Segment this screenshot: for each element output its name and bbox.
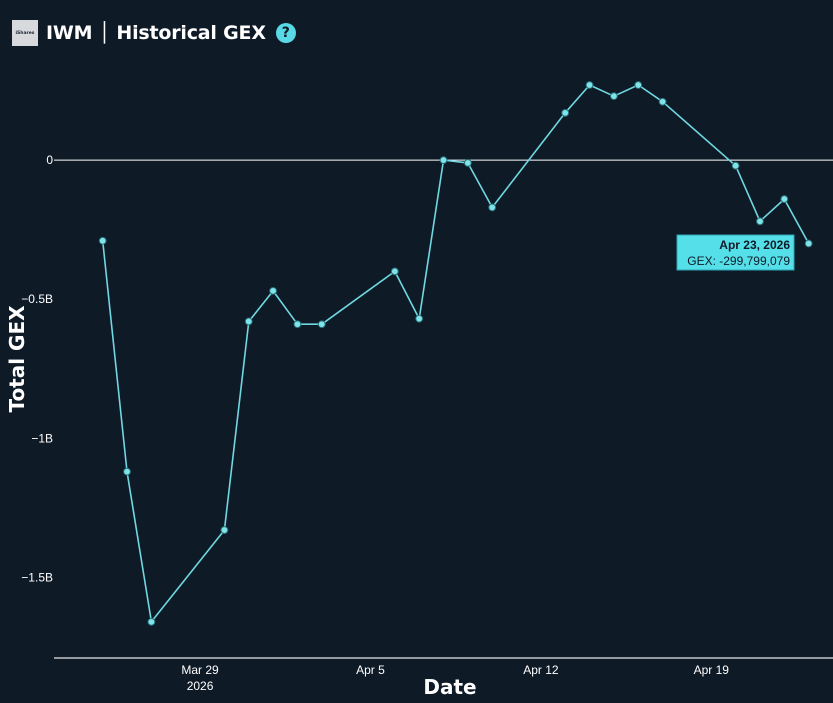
y-tick-label: −1.5B	[21, 570, 53, 584]
data-point[interactable]	[415, 314, 424, 323]
data-point[interactable]	[293, 320, 302, 329]
tooltip-date: Apr 23, 2026	[719, 238, 790, 252]
y-tick-label: −1B	[31, 431, 53, 445]
data-point[interactable]	[269, 286, 277, 295]
data-point[interactable]	[98, 236, 107, 245]
chart-title: IWM │ Historical GEX	[46, 22, 266, 44]
data-point[interactable]	[634, 81, 643, 89]
tooltip-value: GEX: -299,799,079	[687, 254, 790, 268]
data-point[interactable]	[488, 203, 497, 212]
data-point[interactable]	[756, 217, 764, 226]
y-axis-title: Total GEX	[5, 305, 29, 413]
y-tick-label: −0.5B	[21, 292, 53, 306]
data-point[interactable]	[561, 108, 570, 117]
data-point[interactable]	[439, 156, 448, 165]
x-tick-label: Apr 12	[523, 663, 559, 677]
y-tick-label: 0	[46, 153, 53, 167]
chart-header: iShares IWM │ Historical GEX ?	[12, 18, 296, 48]
x-axis-title: Date	[423, 675, 476, 699]
x-tick-sublabel: 2026	[187, 679, 214, 693]
x-tick-label: Apr 19	[694, 663, 730, 677]
x-tick-label: Apr 5	[356, 663, 385, 677]
x-tick-label: Mar 29	[181, 663, 219, 677]
data-point[interactable]	[780, 195, 789, 203]
data-point[interactable]	[658, 97, 667, 106]
data-point[interactable]	[390, 267, 399, 276]
series-line	[101, 84, 810, 623]
logo-text: iShares	[15, 30, 35, 36]
hover-tooltip	[676, 234, 795, 271]
data-point[interactable]	[244, 317, 253, 326]
help-icon[interactable]: ?	[275, 23, 296, 43]
data-point[interactable]	[317, 320, 326, 329]
data-point[interactable]	[585, 81, 594, 89]
data-point[interactable]	[610, 92, 618, 101]
data-point[interactable]	[804, 239, 813, 248]
data-point[interactable]	[220, 526, 229, 534]
data-point[interactable]	[147, 617, 156, 626]
data-point[interactable]	[731, 161, 740, 170]
data-point[interactable]	[463, 159, 472, 167]
ishares-logo: iShares	[12, 20, 38, 46]
data-point[interactable]	[123, 467, 131, 476]
